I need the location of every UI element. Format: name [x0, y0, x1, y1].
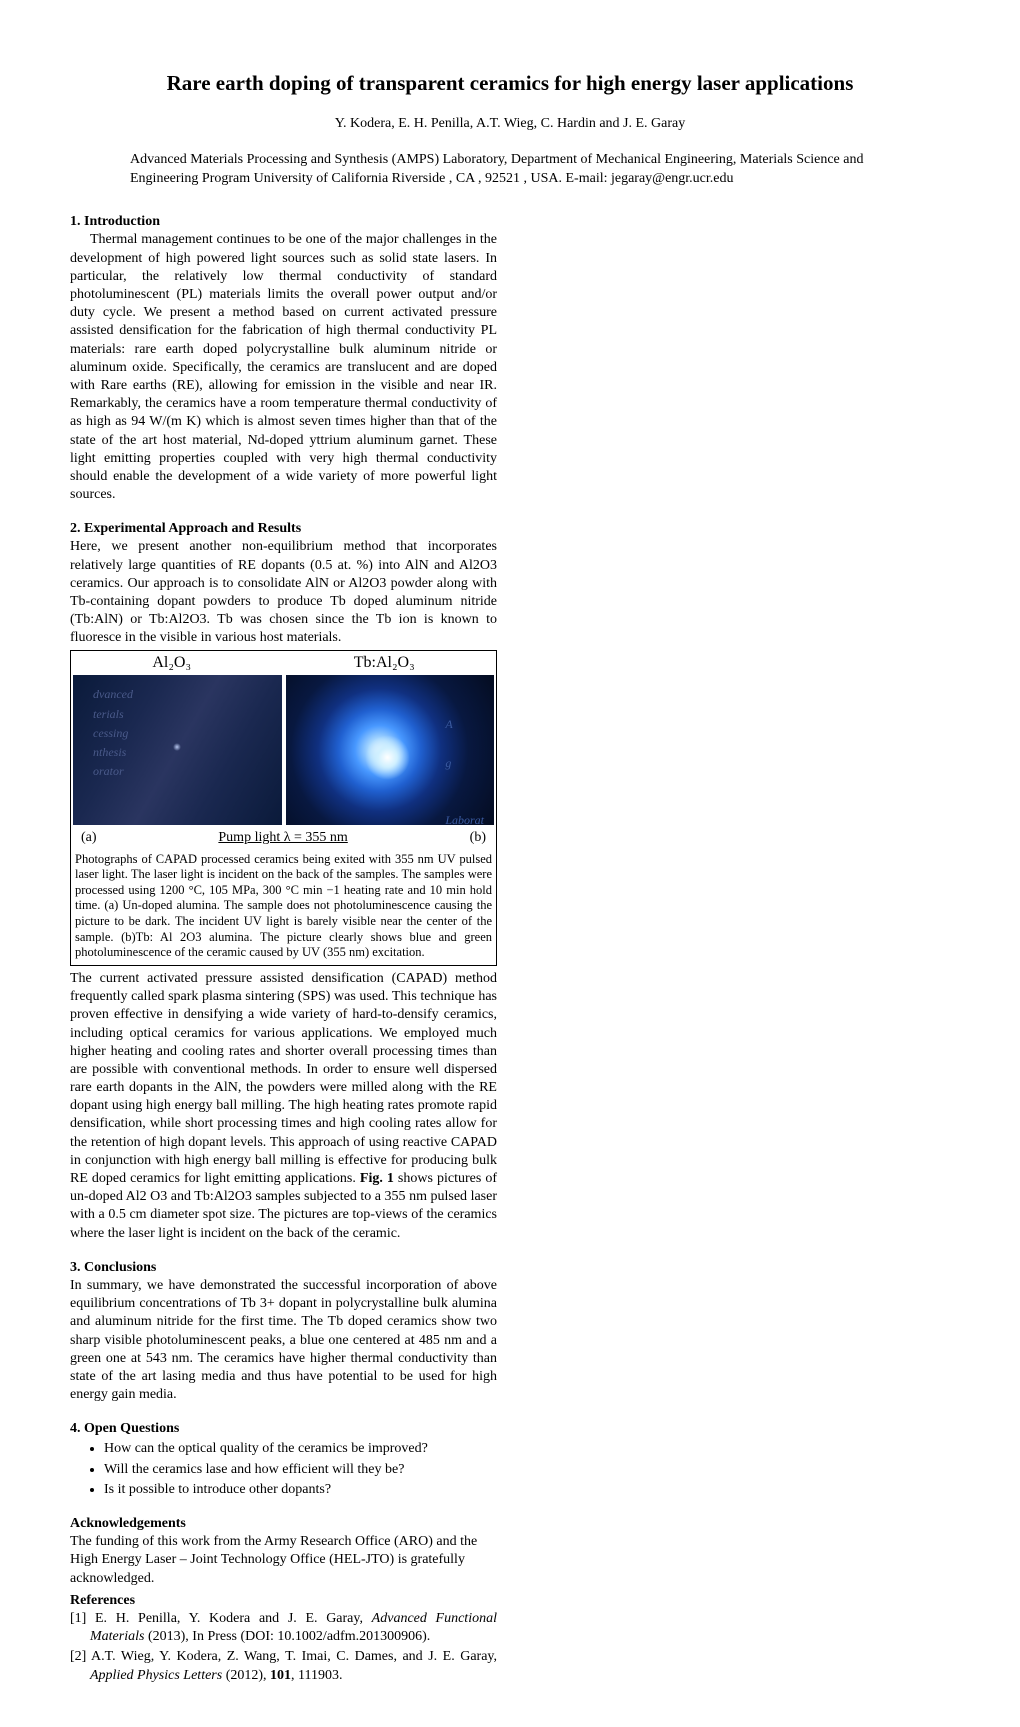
ref2-suffix1: (2012), — [222, 1668, 270, 1683]
ref2-italic: Applied Physics Letters — [90, 1668, 222, 1683]
heading-conclusions: 3. Conclusions — [70, 1259, 497, 1277]
ref2-bold: 101 — [270, 1668, 291, 1683]
figure-bottom-a: (a) — [81, 829, 97, 847]
open-questions-list: How can the optical quality of the ceram… — [104, 1440, 497, 1499]
overlay-text-line: cessing — [93, 726, 128, 740]
overlay-text-line: orator — [93, 764, 124, 778]
two-column-body: 1. Introduction Thermal management conti… — [70, 209, 950, 1686]
open-question-item: Is it possible to introduce other dopant… — [104, 1481, 497, 1499]
figure-bottom-row: (a) Pump light λ = 355 nm (b) — [71, 825, 496, 849]
heading-acknowledgements: Acknowledgements — [70, 1515, 497, 1533]
ref2-prefix: [2] A.T. Wieg, Y. Kodera, Z. Wang, T. Im… — [70, 1649, 497, 1664]
overlay-text-line: terials — [93, 707, 124, 721]
paper-title: Rare earth doping of transparent ceramic… — [70, 70, 950, 97]
affiliation-block: Advanced Materials Processing and Synthe… — [130, 151, 910, 189]
overlay-text-line: dvanced — [93, 687, 133, 701]
authors-line: Y. Kodera, E. H. Penilla, A.T. Wieg, C. … — [70, 115, 950, 133]
figure-caption: Photographs of CAPAD processed ceramics … — [71, 850, 496, 965]
figure-label-b: Tb:Al₂O₃ — [354, 653, 415, 674]
reference-2: [2] A.T. Wieg, Y. Kodera, Z. Wang, T. Im… — [70, 1648, 497, 1684]
open-question-item: How can the optical quality of the ceram… — [104, 1440, 497, 1458]
exp-body-2-part1: The current activated pressure assisted … — [70, 971, 497, 1186]
figure-bottom-center: Pump light λ = 355 nm — [218, 829, 347, 847]
figure-bottom-b: (b) — [470, 829, 486, 847]
figure-label-a: Al₂O₃ — [152, 653, 191, 674]
conclusions-body: In summary, we have demonstrated the suc… — [70, 1277, 497, 1404]
reference-1: [1] E. H. Penilla, Y. Kodera and J. E. G… — [70, 1610, 497, 1646]
figure-a-overlay-text: dvanced terials cessing nthesis orator — [93, 685, 133, 781]
open-question-item: Will the ceramics lase and how efficient… — [104, 1461, 497, 1479]
figure-image-b: A g Laborat — [286, 675, 495, 825]
figure-1-box: Al₂O₃ Tb:Al₂O₃ dvanced terials cessing n… — [70, 650, 497, 966]
experimental-body-1: Here, we present another non-equilibrium… — [70, 538, 497, 647]
figure-images-row: dvanced terials cessing nthesis orator A… — [71, 675, 496, 825]
ref1-suffix: (2013), In Press (DOI: 10.1002/adfm.2013… — [144, 1629, 430, 1644]
acknowledgements-body: The funding of this work from the Army R… — [70, 1533, 497, 1588]
overlay-text-line: nthesis — [93, 745, 126, 759]
overlay-text-line: Laborat — [445, 813, 484, 825]
figure-b-overlay-text: A g Laborat — [445, 715, 484, 825]
figure-image-a: dvanced terials cessing nthesis orator — [73, 675, 282, 825]
ref2-suffix2: , 111903. — [291, 1668, 342, 1683]
ref1-prefix: [1] E. H. Penilla, Y. Kodera and J. E. G… — [70, 1611, 372, 1626]
heading-experimental: 2. Experimental Approach and Results — [70, 520, 497, 538]
heading-introduction: 1. Introduction — [70, 213, 497, 231]
heading-references: References — [70, 1592, 497, 1610]
overlay-text-line: g — [445, 756, 451, 770]
figure-top-labels: Al₂O₃ Tb:Al₂O₃ — [71, 651, 496, 676]
experimental-body-2: The current activated pressure assisted … — [70, 970, 497, 1243]
introduction-body: Thermal management continues to be one o… — [70, 231, 497, 504]
fig-ref: Fig. 1 — [360, 1171, 394, 1186]
heading-open-questions: 4. Open Questions — [70, 1420, 497, 1438]
overlay-text-line: A — [445, 717, 452, 731]
